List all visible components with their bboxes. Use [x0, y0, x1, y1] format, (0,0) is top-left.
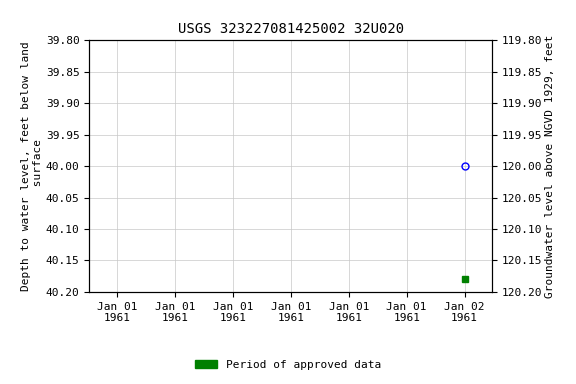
Y-axis label: Groundwater level above NGVD 1929, feet: Groundwater level above NGVD 1929, feet — [545, 35, 555, 298]
Legend: Period of approved data: Period of approved data — [191, 356, 385, 375]
Title: USGS 323227081425002 32U020: USGS 323227081425002 32U020 — [178, 22, 404, 36]
Y-axis label: Depth to water level, feet below land
 surface: Depth to water level, feet below land su… — [21, 41, 43, 291]
